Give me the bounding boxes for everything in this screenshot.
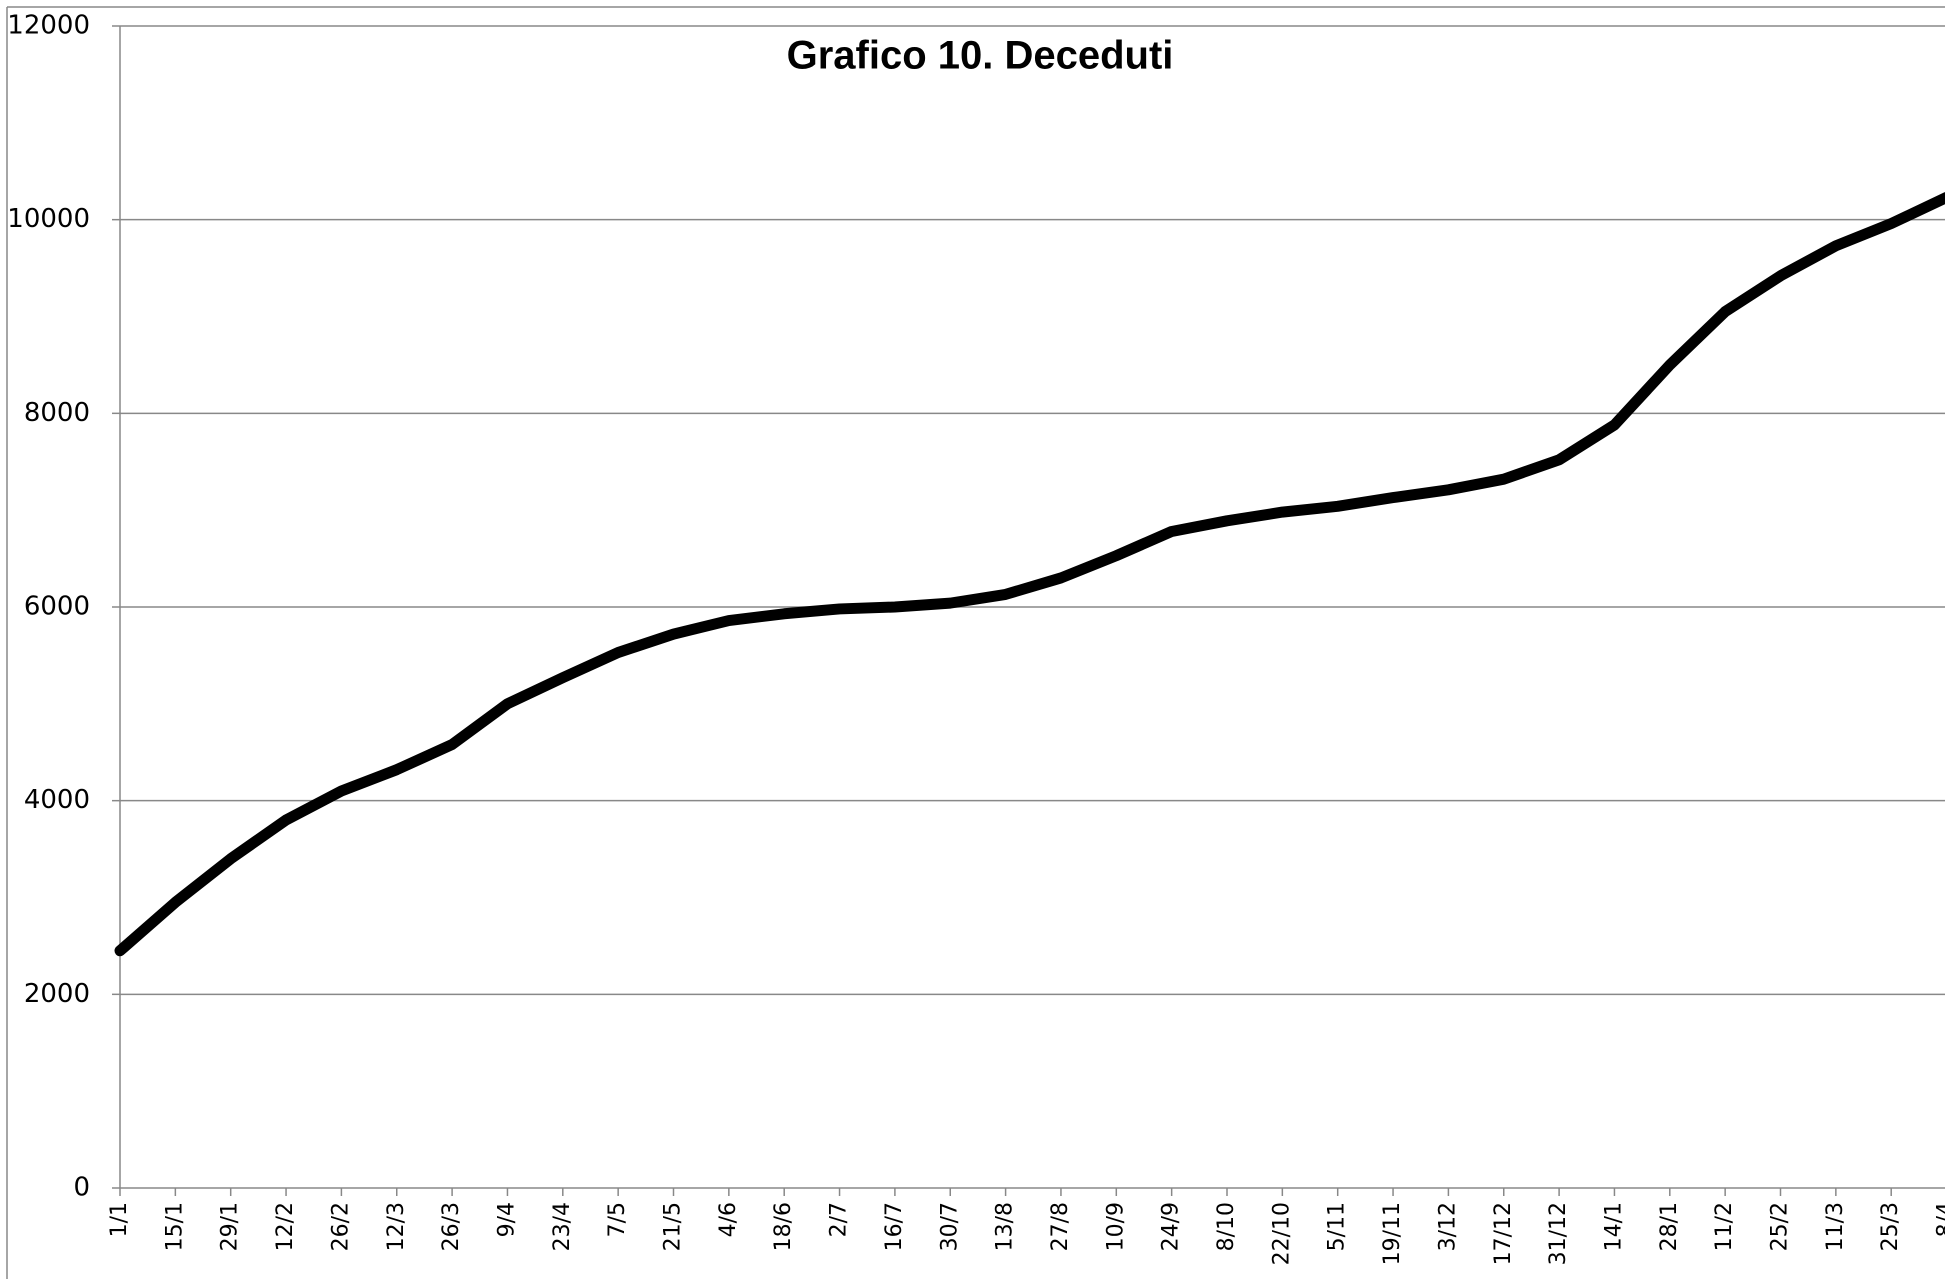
x-tick-label: 10/9 bbox=[1103, 1202, 1128, 1251]
x-tick-label: 22/10 bbox=[1269, 1202, 1294, 1265]
x-tick-label: 4/6 bbox=[716, 1202, 741, 1237]
x-tick-label: 15/1 bbox=[162, 1202, 187, 1251]
x-tick-label: 25/3 bbox=[1878, 1202, 1903, 1251]
x-tick-label: 1/1 bbox=[107, 1202, 132, 1237]
x-tick-label: 12/3 bbox=[384, 1202, 409, 1251]
x-tick-label: 14/1 bbox=[1601, 1202, 1626, 1251]
y-tick-label: 6000 bbox=[24, 592, 90, 622]
x-tick-label: 21/5 bbox=[661, 1202, 686, 1251]
x-tick-label: 13/8 bbox=[993, 1202, 1018, 1251]
x-tick-label: 29/1 bbox=[218, 1202, 243, 1251]
y-tick-label: 4000 bbox=[24, 785, 90, 815]
x-tick-label: 9/4 bbox=[494, 1202, 519, 1237]
data-line bbox=[114, 192, 1945, 957]
x-tick-label: 8/10 bbox=[1214, 1202, 1239, 1251]
y-tick-label: 8000 bbox=[24, 398, 90, 428]
y-tick-label: 0 bbox=[73, 1173, 90, 1203]
x-tick-label: 31/12 bbox=[1546, 1202, 1571, 1265]
x-tick-label: 19/11 bbox=[1380, 1202, 1405, 1265]
x-tick-label: 18/6 bbox=[771, 1202, 796, 1251]
x-tick-label: 24/9 bbox=[1159, 1202, 1184, 1251]
x-tick-label: 26/3 bbox=[439, 1202, 464, 1251]
x-tick-label: 23/4 bbox=[550, 1202, 575, 1251]
x-tick-label: 7/5 bbox=[605, 1202, 630, 1237]
x-tick-label: 16/7 bbox=[882, 1202, 907, 1251]
y-tick-label: 2000 bbox=[24, 979, 90, 1009]
x-tick-label: 28/1 bbox=[1657, 1202, 1682, 1251]
x-tick-label: 17/12 bbox=[1491, 1202, 1516, 1265]
x-tick-label: 2/7 bbox=[827, 1202, 852, 1237]
x-tick-label: 30/7 bbox=[937, 1202, 962, 1251]
x-tick-label: 8/4 bbox=[1934, 1202, 1945, 1237]
y-tick-label: 10000 bbox=[7, 204, 90, 234]
y-tick-label: 12000 bbox=[7, 11, 90, 41]
x-tick-label: 26/2 bbox=[328, 1202, 353, 1251]
x-tick-label: 12/2 bbox=[273, 1202, 298, 1251]
x-tick-label: 25/2 bbox=[1768, 1202, 1793, 1251]
x-tick-label: 11/2 bbox=[1712, 1202, 1737, 1251]
x-tick-label: 5/11 bbox=[1325, 1202, 1350, 1251]
x-tick-label: 11/3 bbox=[1823, 1202, 1848, 1251]
x-tick-label: 27/8 bbox=[1048, 1202, 1073, 1251]
x-tick-label: 3/12 bbox=[1435, 1202, 1460, 1251]
chart-title: Grafico 10. Deceduti bbox=[787, 34, 1174, 78]
